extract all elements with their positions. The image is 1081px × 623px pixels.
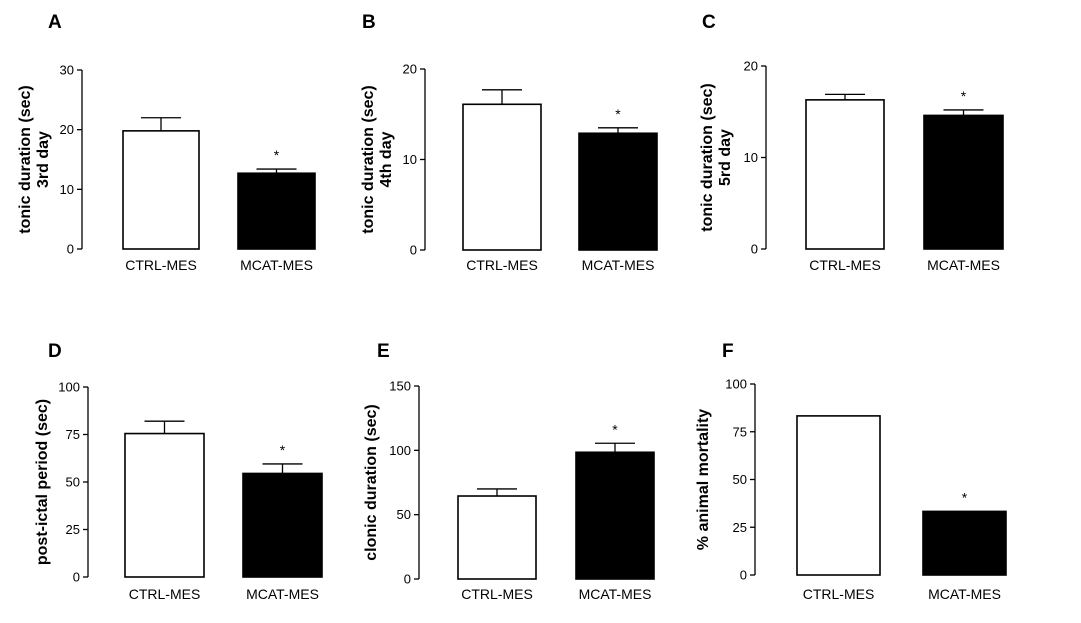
y-tick-label: 10 <box>744 150 758 165</box>
panel-f: F 0 25 50 75 100 % animal mortality CTRL-MES * MC… <box>695 341 1007 602</box>
y-tick-label: 0 <box>73 570 80 585</box>
y-tick-label: 75 <box>66 427 80 442</box>
category-label: CTRL-MES <box>803 586 875 602</box>
bar <box>575 451 655 580</box>
panel-e: E 0 50 100 150 clonic duration (sec) CTRL-MES *… <box>363 341 655 602</box>
panel-letter: A <box>48 12 62 33</box>
category-label: CTRL-MES <box>125 257 197 273</box>
panel-d: D 0 25 50 75 100 post-ictal period (sec) CTRL-M… <box>34 341 323 602</box>
category-label: MCAT-MES <box>582 257 655 273</box>
y-tick-label: 10 <box>60 182 74 197</box>
significance-mark: * <box>615 106 621 122</box>
bar <box>922 510 1007 576</box>
category-label: MCAT-MES <box>928 586 1001 602</box>
category-label: MCAT-MES <box>579 586 652 602</box>
y-tick-label: 0 <box>404 572 411 587</box>
panel-letter: D <box>48 341 62 362</box>
y-axis-label: 5rd day <box>717 129 734 186</box>
y-axis-label: post-ictal period (sec) <box>34 399 51 565</box>
bar <box>237 172 316 250</box>
y-tick-label: 50 <box>397 507 411 522</box>
y-tick-label: 150 <box>389 379 411 394</box>
category-label: CTRL-MES <box>809 257 881 273</box>
panel-letter: B <box>362 12 376 33</box>
bar <box>122 130 200 250</box>
y-axis-label: clonic duration (sec) <box>363 404 380 560</box>
y-tick-label: 25 <box>66 522 80 537</box>
significance-mark: * <box>612 421 618 437</box>
panel-a: A 0 10 20 30 tonic duration (sec) 3rd day CTRL-… <box>17 12 316 273</box>
y-tick-label: 100 <box>58 380 80 395</box>
y-axis-label: 4th day <box>378 131 395 187</box>
y-axis-label: tonic duration (sec) <box>699 83 716 231</box>
y-tick-label: 50 <box>66 475 80 490</box>
y-tick-label: 50 <box>733 472 747 487</box>
y-tick-label: 100 <box>725 377 747 392</box>
panel-b: B 0 10 20 tonic duration (sec) 4th day CTRL-ME… <box>360 12 658 273</box>
significance-mark: * <box>962 489 968 505</box>
y-tick-label: 100 <box>389 443 411 458</box>
panel-letter: F <box>722 341 734 362</box>
y-tick-label: 0 <box>67 242 74 257</box>
y-tick-label: 10 <box>403 152 417 167</box>
bar <box>805 99 885 250</box>
y-tick-label: 30 <box>60 63 74 78</box>
y-tick-label: 0 <box>740 568 747 583</box>
significance-mark: * <box>961 88 967 104</box>
y-tick-label: 75 <box>733 424 747 439</box>
significance-mark: * <box>280 442 286 458</box>
significance-mark: * <box>274 147 280 163</box>
category-label: CTRL-MES <box>129 586 201 602</box>
panel-letter: C <box>702 12 716 33</box>
category-label: MCAT-MES <box>927 257 1000 273</box>
panel-letter: E <box>377 341 390 362</box>
bar <box>796 415 881 576</box>
category-label: MCAT-MES <box>246 586 319 602</box>
panel-c: C 0 10 20 tonic duration (sec) 5rd day CTRL-ME… <box>699 12 1004 273</box>
category-label: CTRL-MES <box>461 586 533 602</box>
y-axis-label: % animal mortality <box>695 409 712 550</box>
y-tick-label: 20 <box>60 122 74 137</box>
y-tick-label: 20 <box>744 59 758 74</box>
y-tick-label: 20 <box>403 62 417 77</box>
y-axis-label: 3rd day <box>35 131 52 188</box>
bar <box>462 103 542 251</box>
y-axis-label: tonic duration (sec) <box>17 85 34 233</box>
bar <box>124 432 205 578</box>
category-label: MCAT-MES <box>240 257 313 273</box>
y-tick-label: 25 <box>733 520 747 535</box>
bar <box>923 114 1004 250</box>
bar <box>578 132 658 251</box>
y-axis-label: tonic duration (sec) <box>360 85 377 233</box>
bar <box>457 495 537 580</box>
y-tick-label: 0 <box>410 243 417 258</box>
y-tick-label: 0 <box>751 242 758 257</box>
category-label: CTRL-MES <box>466 257 538 273</box>
bar <box>242 472 323 578</box>
